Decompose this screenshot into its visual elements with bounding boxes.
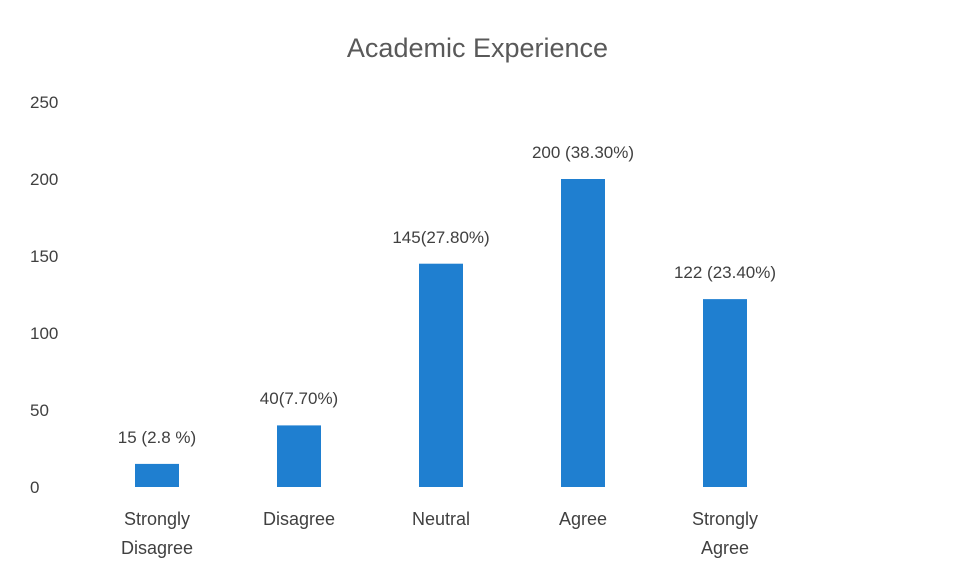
data-label: 122 (23.40%) bbox=[673, 263, 777, 283]
x-tick-label: Disagree bbox=[262, 509, 336, 529]
y-tick-label: 50 bbox=[30, 400, 49, 420]
bar bbox=[561, 179, 605, 487]
y-tick-label: 250 bbox=[30, 92, 59, 112]
data-label: 15 (2.8 %) bbox=[117, 427, 197, 447]
x-tick-label: Strongly Agree bbox=[691, 509, 759, 558]
bar bbox=[277, 425, 321, 487]
bar bbox=[703, 299, 747, 487]
x-tick-label: Agree bbox=[558, 509, 608, 529]
bar bbox=[419, 263, 463, 487]
y-tick-label: 100 bbox=[30, 323, 59, 343]
y-tick-label: 0 bbox=[30, 477, 40, 497]
x-tick-label: Strongly Disagree bbox=[120, 509, 194, 558]
chart-title: Academic Experience bbox=[346, 33, 609, 63]
y-tick-label: 150 bbox=[30, 246, 59, 266]
data-label: 200 (38.30%) bbox=[531, 143, 635, 162]
x-tick-label: Neutral bbox=[411, 509, 471, 529]
bar bbox=[135, 463, 179, 487]
data-label: 145(27.80%) bbox=[392, 227, 490, 247]
y-tick-label: 200 bbox=[30, 169, 59, 189]
data-label: 40(7.70%) bbox=[259, 389, 339, 409]
